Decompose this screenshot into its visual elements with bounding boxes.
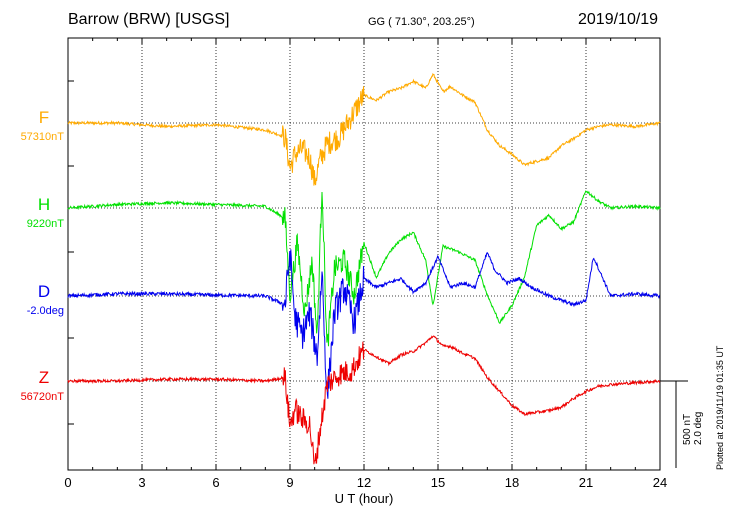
coordinates-label: GG ( 71.30°, 203.25°) <box>368 16 475 28</box>
series-label-z: Z <box>38 368 50 387</box>
series-baseline-z: 56720nT <box>20 391 64 403</box>
x-tick-label: 6 <box>212 475 219 490</box>
scale-bar-deg-label: 2.0 deg <box>693 411 704 445</box>
plotted-timestamp: Plotted at 2019/11/19 01:35 UT <box>715 345 725 470</box>
x-tick-label: 15 <box>431 475 445 490</box>
x-tick-label: 18 <box>505 475 519 490</box>
x-axis-title: U T (hour) <box>335 491 394 506</box>
x-tick-label: 3 <box>138 475 145 490</box>
series-baseline-h: 9220nT <box>26 218 64 230</box>
scale-bar-nt-label: 500 nT <box>682 413 693 445</box>
series-baseline-d: -2.0deg <box>26 305 64 317</box>
x-tick-label: 24 <box>653 475 667 490</box>
station-title: Barrow (BRW) [USGS] <box>68 11 230 28</box>
x-tick-label: 0 <box>64 475 71 490</box>
series-line-d <box>67 249 660 399</box>
x-tick-label: 21 <box>579 475 593 490</box>
series-line-z <box>67 335 661 465</box>
series-label-f: F <box>38 108 50 127</box>
series-baseline-f: 57310nT <box>20 131 64 143</box>
series-label-d: D <box>37 282 51 301</box>
series-label-h: H <box>37 195 51 214</box>
series-line-f <box>67 72 661 186</box>
x-tick-label: 12 <box>357 475 371 490</box>
date-label: 2019/10/19 <box>578 11 659 28</box>
x-tick-label: 9 <box>286 475 293 490</box>
series-line-h <box>67 190 661 347</box>
